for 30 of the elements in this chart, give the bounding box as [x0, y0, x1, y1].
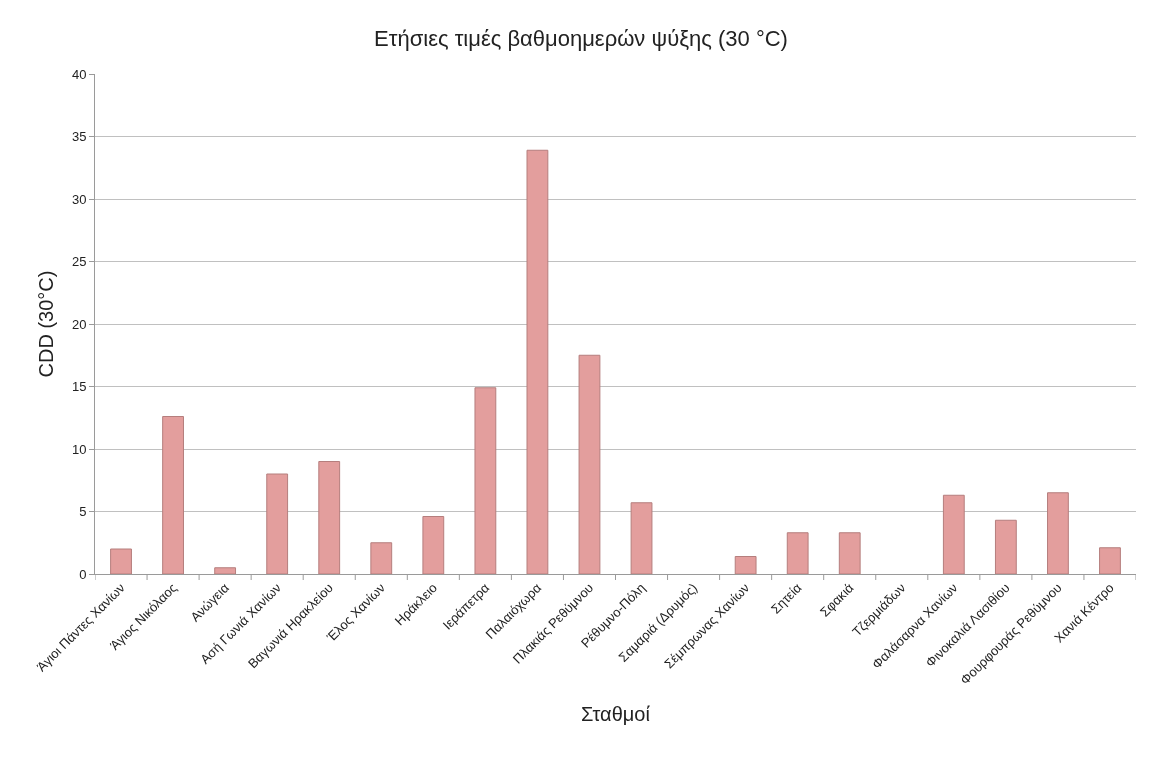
bar	[318, 461, 341, 574]
bar	[994, 519, 1017, 574]
bar	[110, 548, 132, 574]
bar	[786, 532, 809, 574]
bar	[838, 532, 861, 574]
bar	[162, 416, 184, 574]
y-tick-label: 5	[79, 504, 87, 520]
bar	[630, 502, 653, 574]
y-tick-label: 40	[71, 66, 87, 82]
bar	[370, 542, 393, 574]
y-tick-label: 10	[71, 441, 87, 457]
bar	[942, 494, 965, 574]
bar	[526, 149, 549, 574]
bar	[1047, 492, 1069, 574]
y-tick-label: 20	[71, 316, 87, 332]
x-axis-title: Σταθμοί	[581, 703, 651, 726]
y-tick-label: 0	[79, 566, 87, 582]
y-tick-label: 25	[71, 254, 87, 270]
bar	[214, 567, 237, 574]
bar	[474, 387, 497, 574]
y-tick-label: 30	[71, 191, 87, 207]
y-axis-title: CDD (30°C)	[35, 270, 58, 378]
bar	[266, 473, 289, 574]
y-tick-label: 35	[71, 129, 87, 145]
bar	[1099, 547, 1121, 574]
bar	[734, 556, 757, 574]
chart-title: Ετήσιες τιμές βαθμοημερών ψύξης (30 °C)	[374, 25, 788, 51]
bar	[422, 516, 445, 574]
bar	[578, 354, 601, 574]
y-tick-label: 15	[71, 379, 87, 395]
